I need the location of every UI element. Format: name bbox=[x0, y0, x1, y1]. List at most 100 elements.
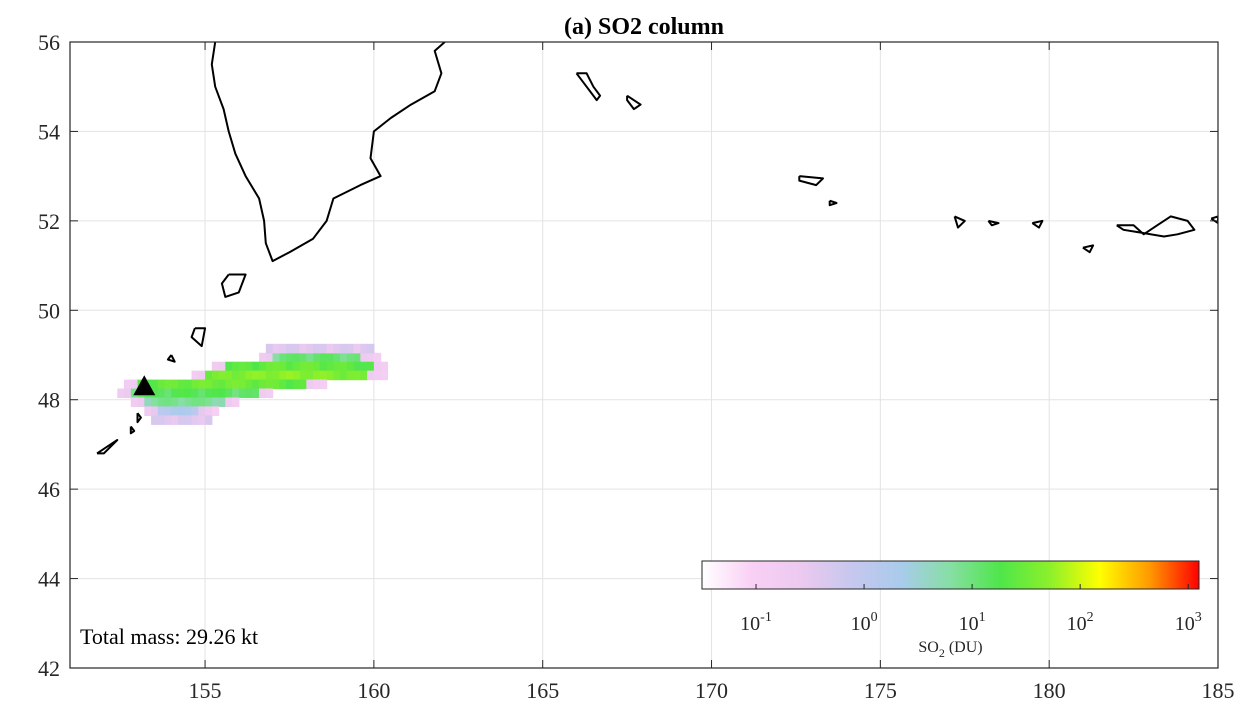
plume-halo-cell bbox=[191, 415, 199, 425]
plume-cell bbox=[265, 361, 274, 372]
y-tick-label: 48 bbox=[38, 388, 60, 413]
plume-cell bbox=[144, 406, 152, 416]
colorbar-tick-label: 10-1 bbox=[740, 610, 772, 635]
plume-cell bbox=[245, 379, 253, 390]
plume-cell bbox=[319, 352, 328, 363]
plume-cell bbox=[306, 379, 314, 390]
plume-cell bbox=[333, 370, 341, 381]
plume-cell bbox=[286, 352, 294, 363]
plume-cell bbox=[218, 370, 226, 381]
plume-cell bbox=[333, 352, 341, 363]
plume-cell bbox=[292, 370, 301, 381]
x-tick-label: 170 bbox=[695, 678, 728, 703]
plume-cell bbox=[306, 352, 314, 363]
plume-cell bbox=[292, 379, 301, 390]
plume-cell bbox=[252, 388, 260, 399]
coastline-9 bbox=[1116, 215, 1196, 238]
y-tick-label: 54 bbox=[38, 119, 60, 144]
volcano-marker-group bbox=[133, 375, 156, 396]
plume-cell bbox=[191, 388, 199, 399]
plume-cell bbox=[346, 352, 355, 363]
plume-halo-cell bbox=[151, 415, 159, 425]
plume-cell bbox=[292, 352, 301, 363]
coastline-10 bbox=[1210, 215, 1218, 225]
plume-cell bbox=[124, 379, 132, 390]
plume-cell bbox=[346, 361, 355, 372]
plume-cell bbox=[279, 361, 287, 372]
plume-halo-cell bbox=[326, 343, 334, 354]
plume-cell bbox=[286, 370, 294, 381]
plume-cell bbox=[191, 370, 199, 381]
total-mass-annotation: Total mass: 29.26 kt bbox=[80, 624, 258, 649]
coastline-13 bbox=[166, 354, 176, 363]
plume-cell bbox=[218, 397, 226, 408]
plume-cell bbox=[367, 361, 375, 372]
plume-cell bbox=[232, 388, 240, 399]
plume-cell bbox=[259, 370, 267, 381]
colorbar-title: SO2 (DU) bbox=[918, 639, 982, 660]
plume-halo-cell bbox=[346, 343, 355, 354]
plume-cell bbox=[130, 379, 139, 390]
plume-cell bbox=[306, 361, 314, 372]
plume-cell bbox=[232, 361, 240, 372]
plume-cell bbox=[225, 388, 233, 399]
coastline-3 bbox=[798, 175, 824, 187]
colorbar-tick-label: 101 bbox=[959, 610, 986, 635]
plume-cell bbox=[171, 406, 179, 416]
plume-cell bbox=[184, 388, 193, 399]
plume-cell bbox=[299, 379, 307, 390]
plume-cell bbox=[245, 361, 253, 372]
plume-cell bbox=[373, 361, 382, 372]
plume-cell bbox=[373, 370, 382, 381]
plume-halo-cell bbox=[272, 343, 280, 354]
plume-cell bbox=[265, 379, 274, 390]
plume-cell bbox=[164, 379, 172, 390]
coastline-11 bbox=[220, 273, 247, 298]
coastline-5 bbox=[953, 215, 966, 229]
plume-cell bbox=[346, 370, 355, 381]
coastline-8 bbox=[1082, 244, 1095, 254]
plume-cell bbox=[178, 406, 186, 416]
plume-cell bbox=[279, 379, 287, 390]
coastline-2 bbox=[626, 94, 642, 111]
chart-title: (a) SO2 column bbox=[564, 14, 724, 40]
plume-cell bbox=[252, 370, 260, 381]
plume-cell bbox=[218, 388, 226, 399]
plume-cell bbox=[326, 361, 334, 372]
plume-cell bbox=[211, 388, 220, 399]
plume-cell bbox=[164, 406, 172, 416]
plume-cell bbox=[326, 352, 334, 363]
plume-cell bbox=[238, 370, 247, 381]
plume-halo-cell bbox=[286, 343, 294, 354]
plume-cell bbox=[211, 379, 220, 390]
plume-cell bbox=[353, 370, 361, 381]
plume-cell bbox=[171, 379, 179, 390]
plume-halo-cell bbox=[367, 343, 375, 354]
plume-cell bbox=[313, 379, 321, 390]
x-tick-label: 155 bbox=[189, 678, 222, 703]
plume-cell bbox=[245, 388, 253, 399]
plume-cell bbox=[272, 379, 280, 390]
plume-cell bbox=[265, 388, 274, 399]
plume-cell bbox=[245, 370, 253, 381]
plume-cell bbox=[272, 361, 280, 372]
coastline-16 bbox=[96, 439, 119, 455]
plume-cell bbox=[225, 361, 233, 372]
plume-cell bbox=[151, 379, 159, 390]
plume-cell bbox=[184, 397, 193, 408]
plume-halo-cell bbox=[198, 415, 206, 425]
colorbar-gradient bbox=[701, 560, 1200, 590]
plume-cell bbox=[380, 370, 388, 381]
plume-cell bbox=[340, 352, 348, 363]
plume-cell bbox=[299, 361, 307, 372]
plume-cell bbox=[205, 397, 213, 408]
plume-cell bbox=[218, 379, 226, 390]
colorbar-tick-label: 100 bbox=[851, 610, 878, 635]
plot-frame bbox=[69, 41, 1219, 669]
plume-cell bbox=[373, 352, 382, 363]
plume-cell bbox=[360, 361, 368, 372]
plume-cell bbox=[164, 388, 172, 399]
plume-cell bbox=[313, 352, 321, 363]
x-tick-label: 185 bbox=[1202, 678, 1235, 703]
